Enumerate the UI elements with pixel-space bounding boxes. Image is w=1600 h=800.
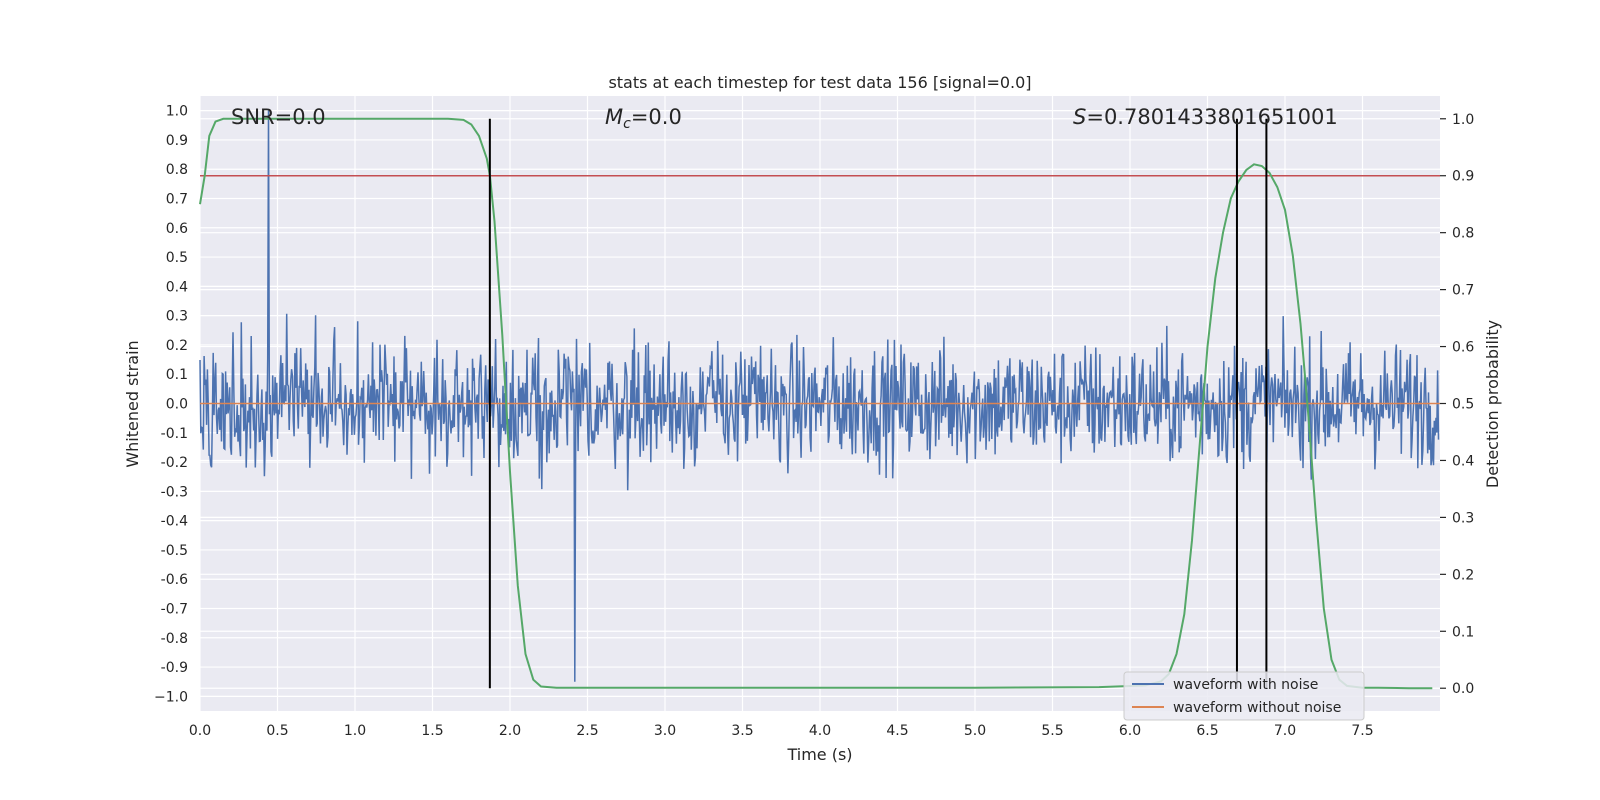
chirp-mass-subscript: c (623, 116, 631, 132)
right-y-tick-label: 0.4 (1452, 453, 1474, 469)
left-y-tick-label: −1.0 (154, 689, 188, 705)
right-y-tick-label: 0.6 (1452, 340, 1474, 356)
right-y-tick-label: 0.1 (1452, 624, 1474, 640)
x-tick-label: 1.5 (421, 723, 443, 739)
right-y-tick-label: 0.8 (1452, 226, 1474, 242)
left-y-tick-label: 0.2 (166, 338, 188, 354)
right-y-tick-label: 0.2 (1452, 567, 1474, 583)
x-tick-label: 5.0 (964, 723, 986, 739)
right-y-axis-ticks: 1.0 0.9 0.8 0.7 0.6 0.5 0.4 0.3 0.2 0.1 0.0 (1440, 112, 1474, 697)
left-y-tick-label: -0.5 (161, 543, 188, 559)
chart-title: stats at each timestep for test data 156… (608, 73, 1031, 92)
x-axis-ticks: 0.0 0.5 1.0 1.5 2.0 2.5 3.0 3.5 4.0 4.5 5.0 5.5 6.0 6… (189, 723, 1374, 739)
score-value: =0.7801433801651001 (1086, 105, 1337, 129)
noise-waveform-line (199, 110, 1440, 682)
legend-box (1123, 671, 1365, 721)
x-tick-label: 1.0 (344, 723, 366, 739)
right-y-tick-label: 0.9 (1452, 169, 1474, 185)
left-y-tick-label: -0.6 (161, 572, 188, 588)
left-y-tick-label: -0.2 (161, 455, 188, 471)
right-y-tick-label: 0.3 (1452, 510, 1474, 526)
x-tick-label: 6.5 (1196, 723, 1218, 739)
right-y-tick-label: 1.0 (1452, 112, 1474, 128)
left-y-tick-label: 1.0 (166, 104, 188, 120)
score-annotation: S=0.7801433801651001 (1073, 105, 1338, 129)
left-y-tick-label: -0.3 (161, 484, 188, 500)
left-y-axis-label: Whitened strain (123, 340, 142, 467)
left-y-axis-ticks: 1.0 0.9 0.8 0.7 0.6 0.5 0.4 0.3 0.2 0.1 0.0 -0.1 -0.… (154, 104, 188, 706)
score-symbol: S (1073, 105, 1086, 129)
right-y-tick-label: 0.7 (1452, 283, 1474, 299)
x-tick-label: 4.5 (886, 723, 908, 739)
legend-label-noise: waveform with noise (1173, 677, 1318, 693)
x-tick-label: 3.0 (654, 723, 676, 739)
left-y-tick-label: 0.5 (166, 250, 188, 266)
left-y-tick-label: -0.4 (161, 514, 188, 530)
left-y-tick-label: -0.9 (161, 660, 188, 676)
x-tick-label: 4.0 (809, 723, 831, 739)
chirp-mass-symbol: M (605, 105, 623, 129)
left-y-tick-label: 0.3 (166, 309, 188, 325)
left-y-tick-label: -0.1 (161, 426, 188, 442)
left-y-tick-label: 0.4 (166, 279, 188, 295)
x-tick-label: 0.5 (266, 723, 288, 739)
detection-vertical-lines (488, 118, 1268, 689)
legend-label-clean: waveform without noise (1173, 700, 1341, 716)
x-tick-label: 0.0 (189, 723, 211, 739)
legend: waveform with noise waveform without noi… (1123, 671, 1365, 721)
x-tick-label: 7.0 (1274, 723, 1296, 739)
left-y-tick-label: 0.0 (166, 397, 188, 413)
right-y-tick-label: 0.5 (1452, 397, 1474, 413)
left-y-tick-label: 0.9 (166, 133, 188, 149)
left-y-tick-label: 0.7 (166, 192, 188, 208)
x-tick-label: 2.5 (576, 723, 598, 739)
right-y-axis-label: Detection probability (1483, 320, 1502, 488)
left-y-tick-label: -0.8 (161, 631, 188, 647)
x-axis-label: Time (s) (786, 745, 852, 764)
x-tick-label: 3.5 (731, 723, 753, 739)
right-y-tick-label: 0.0 (1452, 681, 1474, 697)
noise-waveform-series (199, 110, 1440, 682)
chirp-mass-annotation: Mc=0.0 (605, 105, 682, 132)
x-tick-label: 6.0 (1119, 723, 1141, 739)
x-tick-label: 2.0 (499, 723, 521, 739)
left-y-tick-label: 0.1 (166, 367, 188, 383)
x-tick-label: 5.5 (1041, 723, 1063, 739)
left-y-tick-label: -0.7 (161, 602, 188, 618)
left-y-tick-label: 0.6 (166, 221, 188, 237)
snr-annotation: SNR=0.0 (231, 105, 326, 129)
x-tick-label: 7.5 (1351, 723, 1373, 739)
chirp-mass-value: =0.0 (631, 105, 682, 129)
left-y-tick-label: 0.8 (166, 162, 188, 178)
